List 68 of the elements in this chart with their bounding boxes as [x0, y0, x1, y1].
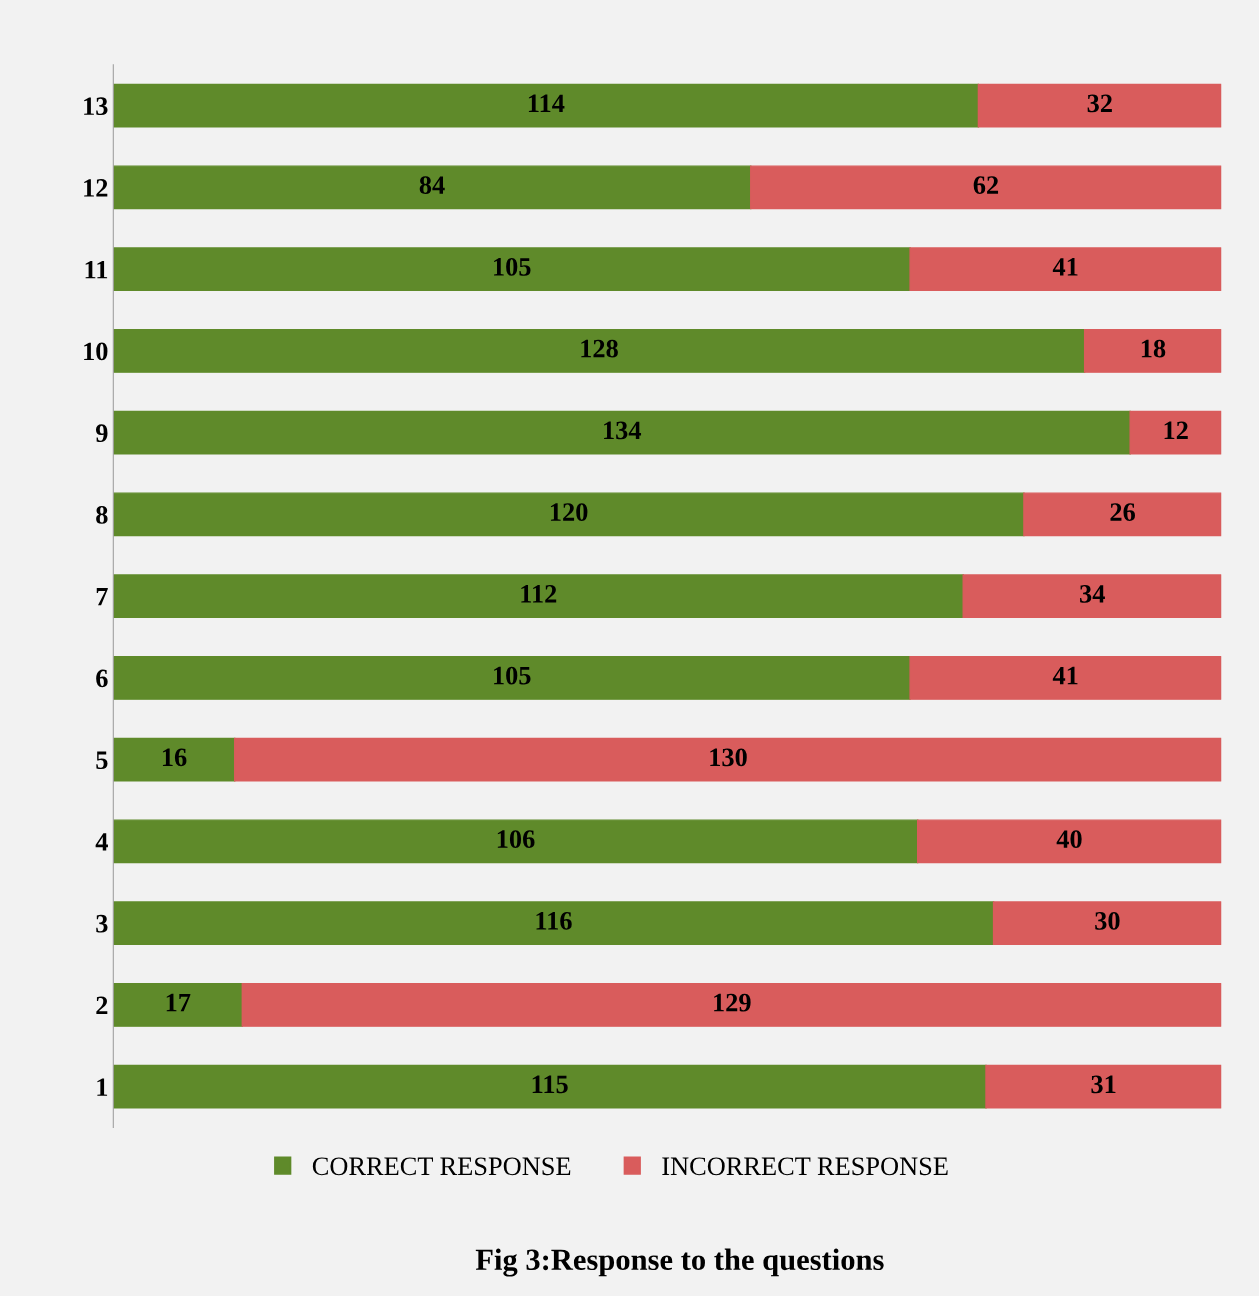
y-tick-label: 9	[95, 424, 108, 443]
y-tick-label: 1	[97, 1078, 108, 1096]
data-label: 134	[604, 421, 642, 440]
data-label: 105	[494, 257, 531, 276]
data-label: 41	[1052, 258, 1078, 276]
bar	[985, 1064, 1222, 1109]
data-label: 128	[581, 339, 618, 358]
bar	[113, 737, 236, 782]
bar	[1129, 410, 1222, 455]
bar	[750, 165, 1222, 210]
bar	[113, 247, 911, 292]
bar	[241, 982, 1222, 1027]
bar	[113, 901, 995, 946]
bar	[1023, 492, 1222, 537]
data-label: 12	[1164, 421, 1188, 440]
data-label: 106	[497, 830, 535, 849]
data-label: 84	[419, 176, 445, 195]
bar	[113, 165, 752, 210]
data-label: 105	[494, 666, 531, 685]
data-label: 114	[528, 94, 565, 113]
data-label: 40	[1056, 830, 1082, 849]
y-tick-label: 5	[96, 751, 108, 770]
bar	[113, 410, 1131, 455]
legend-label: CORRECT RESPONSE	[312, 1157, 571, 1176]
data-label: 112	[521, 585, 557, 603]
bar	[909, 247, 1222, 292]
y-tick-label: 11	[85, 260, 108, 279]
data-label: 31	[1091, 1075, 1116, 1094]
bar	[113, 1064, 987, 1109]
text: Fig 3:Response to the questions	[475, 1248, 884, 1277]
bar	[1083, 328, 1222, 373]
data-label: 34	[1080, 585, 1105, 603]
bar	[113, 328, 1086, 373]
bar	[909, 655, 1222, 700]
bar	[977, 83, 1222, 128]
bar	[234, 737, 1222, 782]
bar	[113, 655, 911, 700]
data-label: 116	[536, 912, 572, 930]
y-tick-label: 7	[96, 588, 108, 606]
data-label: 115	[532, 1075, 568, 1094]
y-tick-label: 6	[96, 669, 108, 688]
bar	[992, 901, 1222, 946]
bar	[113, 819, 919, 864]
bar	[916, 819, 1222, 864]
y-tick-label: 2	[96, 996, 108, 1015]
y-tick-label: 8	[96, 506, 108, 524]
y-tick-label: 12	[84, 179, 108, 197]
bar	[113, 83, 980, 128]
data-label: 17	[166, 993, 191, 1012]
data-label: 120	[550, 503, 588, 522]
y-tick-label: 10	[84, 342, 108, 361]
data-label: 30	[1095, 911, 1120, 930]
data-label: 129	[714, 993, 751, 1012]
bar	[113, 574, 964, 619]
bar	[113, 492, 1025, 537]
data-label: 62	[973, 176, 999, 195]
data-label: 26	[1110, 503, 1135, 522]
data-label: 130	[710, 748, 747, 767]
bar	[113, 982, 244, 1027]
data-label: 32	[1087, 94, 1112, 113]
y-tick-label: 4	[95, 833, 108, 851]
data-label: 16	[162, 748, 187, 767]
legend-label: INCORRECT RESPONSE	[662, 1157, 948, 1176]
y-tick-label: 13	[84, 97, 108, 116]
bar	[962, 574, 1222, 619]
data-label: 41	[1052, 666, 1078, 685]
data-label: 18	[1141, 339, 1166, 358]
y-tick-label: 3	[96, 914, 108, 933]
